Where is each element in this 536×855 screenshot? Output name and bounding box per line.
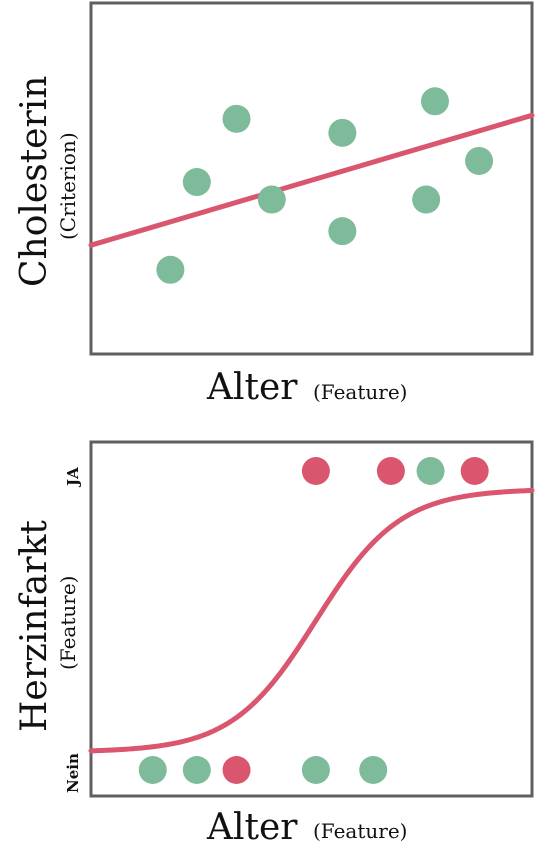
chart2-curve-group — [88, 487, 535, 754]
chart2-ylabel-note: (Feature) — [56, 576, 80, 670]
chart2-xlabel-note: (Feature) — [313, 819, 407, 843]
chart1-ylabel-note: (Criterion) — [56, 132, 80, 240]
chart1-regression-line — [88, 112, 535, 248]
chart2-ytick-nein: Nein — [64, 753, 82, 793]
chart1-point-6 — [328, 118, 357, 147]
chart1-xlabel-note: (Feature) — [313, 380, 407, 404]
chart2-point-5 — [359, 756, 388, 784]
chart2-xlabel: Alter — [206, 807, 298, 848]
chart1-point-2 — [182, 168, 211, 197]
chart2-logistic-curve — [88, 487, 535, 754]
cholesterol-chart: Alter (Feature) Cholesterin (Criterion) — [14, 1, 535, 408]
chart2-point-4 — [301, 756, 330, 784]
chart1-point-5 — [328, 217, 357, 246]
chart1-xlabel: Alter — [206, 367, 298, 408]
chart2-point-3 — [222, 756, 251, 784]
heart-attack-chart: JA Nein Alter (Feature) Herzinfarkt (Fea… — [14, 440, 535, 848]
chart1-point-9 — [465, 146, 494, 175]
chart1-points — [156, 87, 494, 284]
chart2-point-9 — [460, 457, 489, 485]
chart2-point-1 — [138, 756, 167, 784]
chart1-frame — [89, 1, 534, 356]
chart2-point-8 — [416, 457, 445, 485]
chart1-point-7 — [412, 185, 441, 214]
chart2-ylabel: Herzinfarkt — [14, 520, 55, 732]
chart1-ylabel: Cholesterin — [14, 76, 55, 287]
chart2-ytick-ja: JA — [64, 467, 82, 488]
chart1-point-4 — [257, 185, 286, 214]
chart1-point-3 — [222, 104, 251, 133]
chart2-point-7 — [376, 457, 405, 485]
chart2-points — [138, 457, 489, 784]
chart2-frame — [89, 440, 534, 798]
chart2-point-2 — [182, 756, 211, 784]
chart2-point-6 — [301, 457, 330, 485]
chart1-point-8 — [420, 87, 449, 116]
chart1-point-1 — [156, 255, 185, 284]
chart1-regression-line-group — [88, 112, 535, 248]
